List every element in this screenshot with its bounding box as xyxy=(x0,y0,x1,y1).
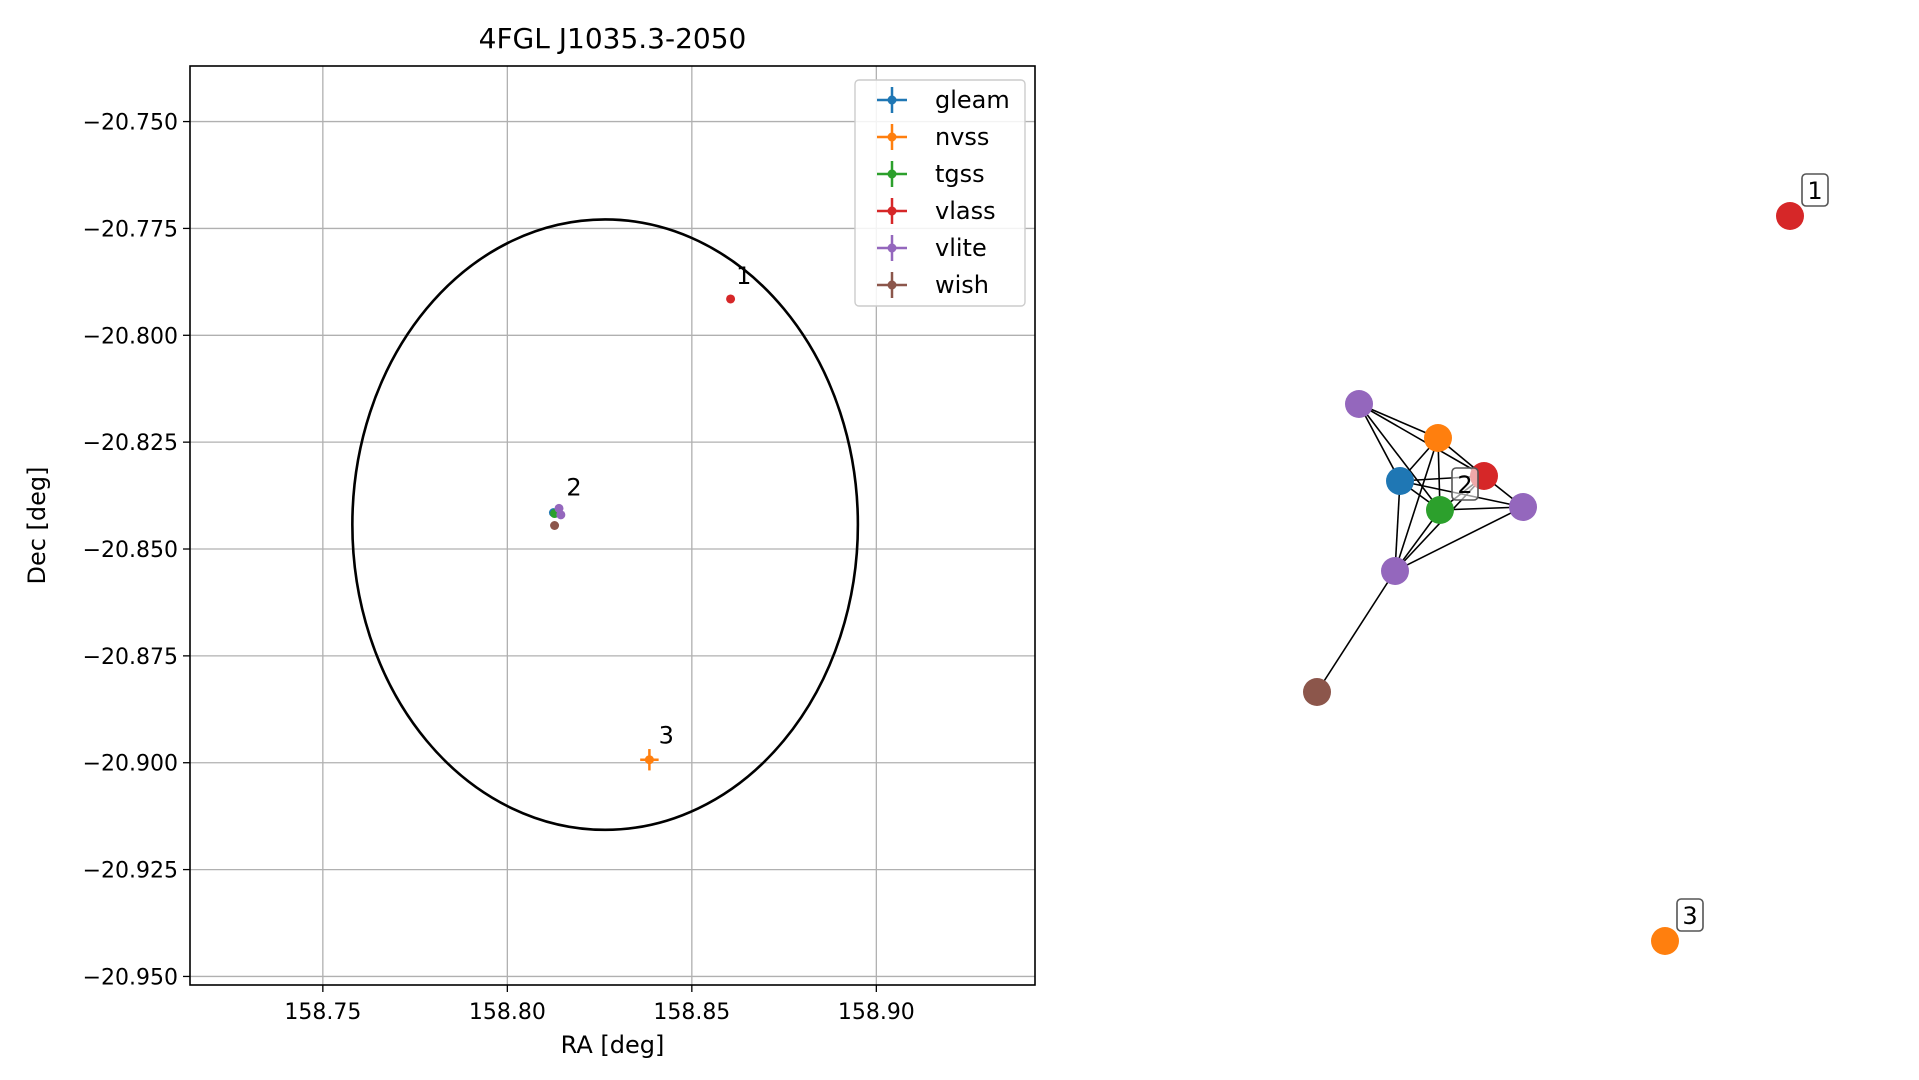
y-tick-label: −20.775 xyxy=(83,217,178,242)
graph-node-tgss xyxy=(1426,496,1454,524)
y-axis-title: Dec [deg] xyxy=(23,466,51,584)
y-tick-label: −20.925 xyxy=(83,859,178,884)
graph-edge xyxy=(1316,570,1396,693)
point-annotations: 1 2 3 xyxy=(566,262,751,750)
x-tick-label: 158.75 xyxy=(284,1000,361,1025)
graph-node-vlite xyxy=(1509,493,1537,521)
x-tick-label: 158.85 xyxy=(653,1000,730,1025)
graph-node-vlite xyxy=(1345,390,1373,418)
graph-node-label-box xyxy=(1676,898,1704,932)
data-points xyxy=(548,294,736,771)
data-point-vlass xyxy=(726,294,736,304)
x-tick-label: 158.80 xyxy=(469,1000,546,1025)
graph-node-label: 1 xyxy=(1807,177,1822,205)
graph-node-vlite xyxy=(1381,557,1409,585)
legend-label-vlass: vlass xyxy=(935,197,996,225)
chart-title: 4FGL J1035.3-2050 xyxy=(479,22,747,55)
data-point-vlite xyxy=(556,510,566,520)
x-tick-label: 158.90 xyxy=(838,1000,915,1025)
legend-label-vlite: vlite xyxy=(935,234,987,262)
y-tick-label: −20.800 xyxy=(83,324,178,349)
legend-label-gleam: gleam xyxy=(935,86,1010,114)
y-tick-label: −20.875 xyxy=(83,645,178,670)
legend-marker-dot xyxy=(887,95,897,105)
graph-edge xyxy=(1394,437,1439,572)
graph-edge xyxy=(1358,403,1485,477)
y-tick-label: −20.825 xyxy=(83,431,178,456)
legend: gleam nvss tgss vlass vlite wish xyxy=(854,79,1026,307)
graph-node-vlass xyxy=(1776,202,1804,230)
y-tick-label: −20.950 xyxy=(83,965,178,990)
scatter-plot-panel: 1 2 3 158.75 158.80 158.85 158.90 −20.750 −20.7… xyxy=(23,22,1036,1059)
data-point-nvss xyxy=(644,755,654,765)
error-ellipse-outline xyxy=(351,218,860,832)
graph-edge xyxy=(1394,506,1524,572)
graph-edge xyxy=(1358,403,1441,511)
graph-node-label-box xyxy=(1451,467,1479,501)
graph-node-label: 3 xyxy=(1682,902,1697,930)
graph-node-label-box xyxy=(1801,173,1829,207)
graph-node-label: 2 xyxy=(1457,471,1472,499)
graph-edge xyxy=(1358,403,1439,439)
x-axis-title: RA [deg] xyxy=(561,1031,665,1059)
grid xyxy=(190,66,1035,985)
legend-label-nvss: nvss xyxy=(935,123,989,151)
legend-label-wish: wish xyxy=(935,271,989,299)
legend-marker-dot xyxy=(887,206,897,216)
graph-node-gleam xyxy=(1386,467,1414,495)
error-ellipse xyxy=(351,218,860,832)
axis-ticks: 158.75 158.80 158.85 158.90 −20.750 −20.775 −2… xyxy=(83,111,915,1025)
point-annotation: 1 xyxy=(736,262,751,290)
legend-marker-dot xyxy=(887,280,897,290)
y-tick-label: −20.750 xyxy=(83,111,178,136)
point-annotation: 2 xyxy=(566,474,581,502)
graph-node-nvss xyxy=(1651,927,1679,955)
y-tick-label: −20.850 xyxy=(83,538,178,563)
network-graph-panel: 1 2 3 xyxy=(1303,173,1829,955)
y-tick-label: −20.900 xyxy=(83,752,178,777)
legend-marker-dot xyxy=(887,243,897,253)
graph-edge xyxy=(1358,403,1401,482)
point-annotation: 3 xyxy=(659,721,674,749)
graph-edge xyxy=(1394,480,1401,572)
legend-label-tgss: tgss xyxy=(935,160,985,188)
graph-node-labels: 1 2 3 xyxy=(1451,173,1829,932)
graph-node-wish xyxy=(1303,678,1331,706)
data-point-wish xyxy=(550,521,560,530)
legend-marker-dot xyxy=(887,169,897,179)
graph-node-nvss xyxy=(1424,424,1452,452)
plot-frame xyxy=(189,65,1036,986)
legend-marker-dot xyxy=(887,132,897,142)
